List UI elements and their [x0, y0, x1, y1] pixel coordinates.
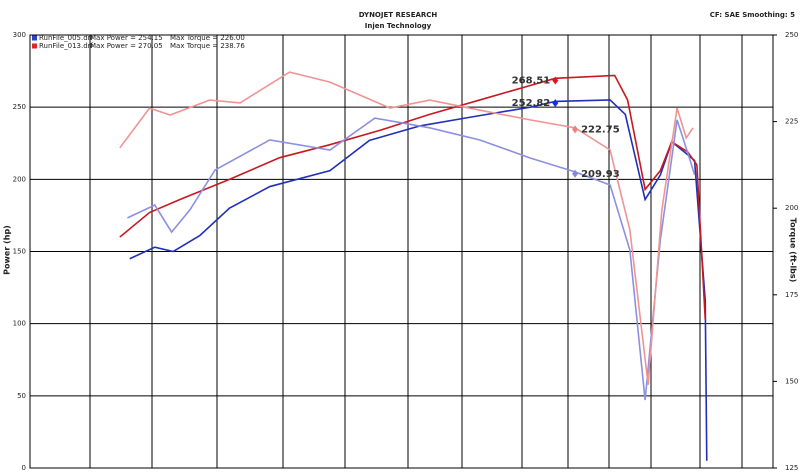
chart-title: DYNOJET RESEARCH	[359, 11, 438, 19]
annotation-label: 209.93	[581, 169, 620, 180]
y2-tick-label: 175	[785, 291, 798, 299]
legend-power: Max Power = 254.15	[90, 34, 163, 42]
line-series	[119, 71, 694, 385]
annotation-marker	[552, 76, 559, 85]
annotation-label: 268.51	[512, 75, 551, 86]
y-tick-label: 50	[17, 392, 26, 400]
annotation-label: 252.82	[512, 98, 551, 109]
y2-tick-label: 250	[785, 31, 798, 39]
y-tick-label: 300	[13, 31, 26, 39]
chart-subtitle: Injen Technology	[365, 22, 432, 30]
annotation-marker	[552, 99, 559, 108]
y2-tick-label: 200	[785, 204, 798, 212]
line-series	[127, 117, 696, 401]
annotation-marker	[572, 125, 579, 134]
legend-swatch	[32, 35, 37, 41]
y-tick-label: 0	[22, 464, 26, 472]
y2-tick-label: 150	[785, 377, 798, 385]
annotation-marker	[572, 169, 579, 178]
line-series	[129, 99, 708, 461]
legend-torque: Max Torque = 226.00	[170, 34, 245, 42]
y-tick-label: 100	[13, 320, 26, 328]
legend-swatch	[32, 43, 37, 49]
y2-tick-label: 225	[785, 118, 798, 126]
y2-axis-label: Torque (ft-lbs)	[789, 218, 798, 283]
annotation-label: 222.75	[581, 124, 620, 135]
y-tick-label: 150	[13, 248, 26, 256]
legend-power: Max Power = 270.05	[90, 42, 163, 50]
legend-torque: Max Torque = 238.76	[170, 42, 245, 50]
settings-text: CF: SAE Smoothing: 5	[710, 11, 795, 19]
y-tick-label: 250	[13, 103, 26, 111]
legend-file: RunFile_013.drf	[39, 42, 94, 50]
y-axis-label: Power (hp)	[3, 225, 12, 275]
y-tick-label: 200	[13, 175, 26, 183]
y2-tick-label: 125	[785, 464, 798, 472]
legend-file: RunFile_005.drf	[39, 34, 94, 42]
